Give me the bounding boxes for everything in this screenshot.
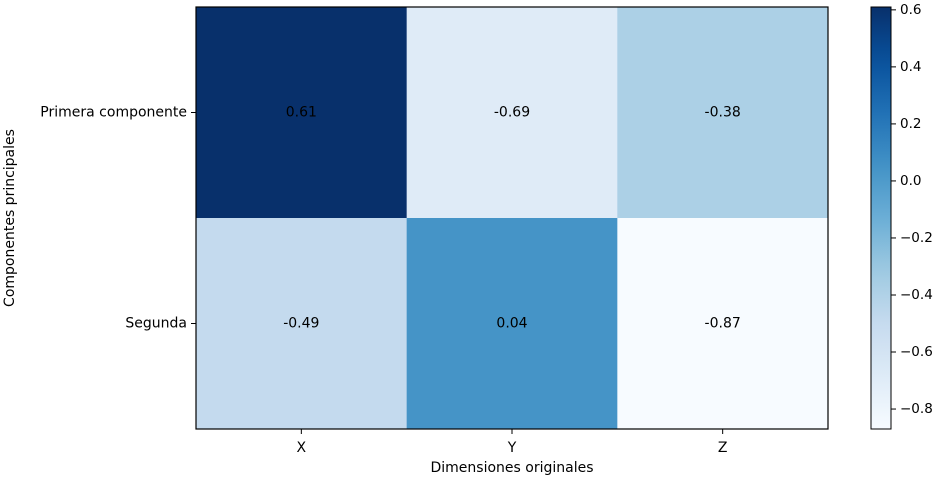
colorbar-tick-label: 0.6 [900,2,921,18]
cell-value-label: 0.61 [286,105,317,121]
heatmap-cells [196,7,829,430]
x-tick-label: Z [718,440,728,456]
y-tick-label: Primera componente [40,105,187,121]
colorbar-gradient [871,7,891,429]
colorbar-tick-label: −0.8 [900,401,933,417]
y-tick-label: Segunda [125,316,187,332]
heatmap-cell [617,218,829,430]
heatmap-cell [196,218,408,430]
colorbar-tick-label: −0.4 [900,287,933,303]
cell-value-label: 0.04 [496,316,527,332]
heatmap-cell [617,7,829,219]
y-axis: Primera componente Segunda [40,105,196,332]
colorbar-tick-label: 0.4 [900,59,921,75]
x-tick-label: Y [507,440,517,456]
x-tick-label: X [297,440,307,456]
heatmap-cell [196,7,408,219]
colorbar-tick-label: 0.0 [900,173,921,189]
cell-value-label: -0.69 [494,105,530,121]
y-axis-label: Componentes principales [2,129,18,307]
cell-value-labels: 0.61 -0.69 -0.38 -0.49 0.04 -0.87 [283,105,741,332]
colorbar-frame [870,6,892,430]
colorbar-ticks: 0.6 0.4 0.2 0.0 −0.2 −0.4 −0.6 −0.8 [891,2,933,417]
colorbar-tick-label: 0.2 [900,116,921,132]
x-axis-label: Dimensiones originales [430,460,593,476]
x-axis: X Y Z [297,429,728,456]
heatmap-cell [406,218,618,430]
cell-value-label: -0.38 [705,105,741,121]
colorbar-tick-label: −0.2 [900,230,933,246]
colorbar-tick-label: −0.6 [900,344,933,360]
cell-value-label: -0.87 [705,316,741,332]
heatmap-cell [406,7,618,219]
cell-value-label: -0.49 [283,316,319,332]
